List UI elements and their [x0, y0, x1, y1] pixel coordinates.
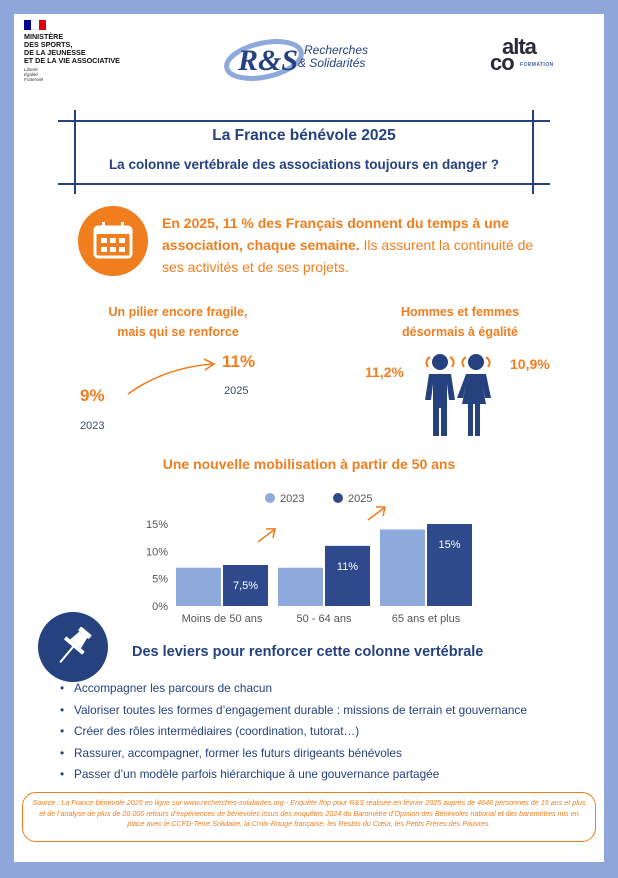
altaco-bottom: co — [490, 50, 515, 75]
y-tick-label: 5% — [152, 574, 168, 586]
list-item: Valoriser toutes les formes d’engagement… — [60, 700, 527, 722]
ministry-name: MINISTÈRE DES SPORTS, DE LA JEUNESSE ET … — [24, 32, 120, 65]
pushpin-icon — [38, 612, 108, 682]
list-item: Rassurer, accompagner, former les futurs… — [60, 743, 527, 765]
legend-marker — [265, 493, 275, 503]
bar — [223, 565, 268, 606]
men-value: 11,2% — [365, 364, 404, 380]
list-item: Créer des rôles intermédiaires (coordina… — [60, 721, 527, 743]
republic-motto: Liberté Égalité Fraternité — [24, 67, 44, 82]
data-label: 7,5% — [233, 580, 258, 592]
legend-marker — [333, 493, 343, 503]
bar — [176, 567, 221, 606]
rs-name: Recherches & Solidarités — [298, 43, 369, 70]
ministry-logo: MINISTÈRE DES SPORTS, DE LA JEUNESSE ET … — [24, 20, 144, 82]
pillar-from-year: 2023 — [80, 420, 105, 432]
frame-line — [532, 110, 534, 194]
frame-line — [74, 110, 76, 194]
title-frame: La France bénévole 2025 La colonne verté… — [58, 110, 550, 194]
arrow-up-right-icon — [127, 358, 216, 395]
intro-highlight: En 2025, 11 % des Français donnent du te… — [162, 215, 509, 253]
data-label: 15% — [438, 539, 460, 551]
legend-label: 2025 — [348, 493, 372, 505]
chart-title: Une nouvelle mobilisation à partir de 50… — [162, 456, 456, 472]
bar — [278, 567, 323, 606]
svg-text:R&S: R&S — [237, 44, 298, 77]
bar — [325, 545, 370, 606]
x-tick-label: 65 ans et plus — [392, 613, 461, 625]
levers-title: Des leviers pour renforcer cette colonne… — [132, 644, 484, 660]
altaco-logo: alta co FORMATION — [490, 34, 570, 76]
calendar-icon — [78, 206, 148, 276]
gender-heading: Hommes et femmes désormais à égalité — [400, 305, 520, 339]
levers-list: Accompagner les parcours de chacun Valor… — [60, 678, 527, 786]
y-tick-label: 0% — [152, 601, 168, 613]
altaco-top: alta — [502, 34, 537, 59]
page-subtitle: La colonne vertébrale des associations t… — [108, 157, 500, 172]
x-tick-label: 50 - 64 ans — [296, 613, 352, 625]
intro-text: En 2025, 11 % des Français donnent du te… — [162, 212, 552, 278]
list-item: Passer d’un modèle parfois hiérarchique … — [60, 764, 527, 786]
rs-mark-icon: R&S — [224, 39, 304, 81]
intro-rest: Ils assurent la continuité de ses activi… — [162, 237, 534, 275]
trend-arrow-icon — [257, 528, 276, 543]
y-tick-label: 15% — [146, 519, 168, 531]
rs-name-line2: & Solidarités — [298, 56, 366, 70]
pillar-heading: Un pilier encore fragile, mais qui se re… — [108, 305, 248, 339]
altaco-formation: FORMATION — [520, 62, 554, 68]
data-label: 11% — [337, 561, 358, 573]
rs-name-line1: Recherches — [304, 43, 369, 57]
women-value: 10,9% — [510, 356, 550, 372]
legend-label: 2023 — [280, 493, 304, 505]
pillar-from-value: 9% — [80, 386, 105, 405]
frame-line — [58, 183, 550, 185]
pillar-to-year: 2025 — [224, 385, 249, 397]
bar — [380, 529, 425, 606]
page-title: La France bénévole 2025 — [212, 127, 396, 144]
rs-logo: R&S Recherches & Solidarités — [224, 30, 404, 90]
y-tick-label: 10% — [146, 546, 168, 558]
bar-chart: 2023 2025 0% 5% 10% 15% 7,5% Moins de 50 ans 11%… — [146, 493, 472, 625]
bar — [427, 524, 472, 606]
french-flag-icon — [24, 20, 46, 30]
pillar-to-value: 11% — [222, 352, 256, 371]
trend-arrow-icon — [367, 506, 386, 521]
frame-line — [58, 120, 550, 122]
source-note: Source : La France bénévole 2025 en lign… — [22, 792, 596, 842]
man-woman-icon — [425, 354, 491, 436]
list-item: Accompagner les parcours de chacun — [60, 678, 527, 700]
x-tick-label: Moins de 50 ans — [182, 613, 263, 625]
